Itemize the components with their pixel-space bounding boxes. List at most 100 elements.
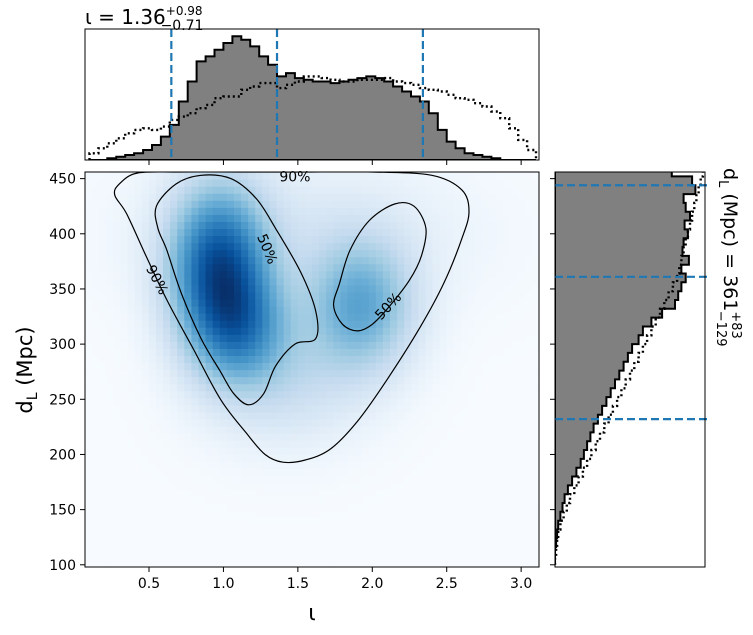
heatmap-cell [510,559,519,567]
heatmap-cell [113,510,122,519]
heatmap-cell [468,235,476,244]
heatmap-cell [418,418,427,427]
heatmap-cell [241,383,249,392]
heatmap-cell [106,376,114,385]
heatmap-cell [368,517,377,526]
heatmap-cell [99,186,107,194]
heatmap-cell [120,503,129,512]
heatmap-cell [99,447,107,455]
heatmap-cell [524,369,533,378]
heatmap-cell [212,249,221,258]
heatmap-cell [212,390,221,399]
heatmap-cell [460,418,469,427]
heatmap-cell [219,284,228,293]
heatmap-cell [85,482,93,491]
heatmap-cell [517,306,526,314]
heatmap-cell [489,369,498,378]
heatmap-cell [418,221,427,230]
heatmap-cell [439,256,448,265]
right-hist-dotted-line [555,172,705,565]
heatmap-cell [148,334,157,342]
heatmap-cell [453,193,462,201]
heatmap-cell [219,369,228,378]
heatmap-cell [269,552,278,561]
heatmap-cell [354,461,363,469]
heatmap-cell [375,531,384,540]
heatmap-cell [482,200,490,208]
heatmap-cell [269,291,278,300]
heatmap-cell [85,454,93,462]
heatmap-cell [134,404,143,413]
heatmap-cell [141,369,150,378]
heatmap-cell [475,411,483,420]
heatmap-cell [468,221,476,230]
heatmap-cell [148,200,157,208]
heatmap-cell [233,277,242,286]
heatmap-cell [489,524,498,533]
heatmap-cell [333,277,341,286]
heatmap-cell [375,355,384,364]
heatmap-cell [382,559,391,567]
heatmap-cell [198,503,207,512]
heatmap-cell [241,482,249,491]
heatmap-cell [531,454,539,462]
heatmap-cell [226,313,235,321]
heatmap-cell [262,475,271,483]
heatmap-cell [269,425,278,434]
heatmap-cell [255,440,263,448]
heatmap-cell [425,228,434,237]
heatmap-cell [184,355,192,364]
heatmap-cell [411,186,419,194]
heatmap-cell [397,341,405,349]
heatmap-cell [482,362,490,371]
heatmap-cell [205,228,214,237]
heatmap-cell [248,277,256,286]
heatmap-cell [411,545,419,554]
heatmap-cell [127,291,136,300]
heatmap-cell [255,461,263,469]
heatmap-cell [390,559,398,567]
heatmap-cell [163,298,171,307]
heatmap-cell [283,517,292,526]
heatmap-cell [460,496,469,505]
heatmap-cell [446,172,455,180]
heatmap-cell [170,284,178,293]
heatmap-cell [163,397,171,406]
heatmap-cell [255,291,263,300]
heatmap-cell [163,454,171,462]
heatmap-cell [170,306,178,314]
heatmap-cell [99,348,107,356]
heatmap-cell [354,454,363,462]
heatmap-cell [85,531,93,540]
heatmap-cell [517,263,526,272]
heatmap-cell [92,447,100,455]
heatmap-cell [496,277,505,286]
heatmap-cell [163,235,171,244]
heatmap-cell [489,383,498,392]
heatmap-cell [241,327,249,335]
heatmap-cell [375,559,384,567]
heatmap-cell [460,200,469,208]
heatmap-cell [290,383,299,392]
heatmap-cell [219,242,228,251]
heatmap-cell [354,193,363,201]
heatmap-cell [333,461,341,469]
heatmap-cell [255,172,263,180]
heatmap-cell [460,503,469,512]
heatmap-cell [177,242,185,251]
heatmap-cell [269,524,278,533]
heatmap-cell [226,440,235,448]
heatmap-cell [205,362,214,371]
heatmap-cell [184,454,192,462]
heatmap-cell [255,221,263,230]
heatmap-cell [241,440,249,448]
heatmap-cell [425,411,434,420]
heatmap-cell [312,468,320,476]
heatmap-cell [460,390,469,399]
heatmap-cell [255,214,263,222]
heatmap-cell [127,355,136,364]
heatmap-cell [177,454,185,462]
heatmap-cell [439,298,448,307]
heatmap-cell [354,418,363,427]
heatmap-cell [262,277,271,286]
